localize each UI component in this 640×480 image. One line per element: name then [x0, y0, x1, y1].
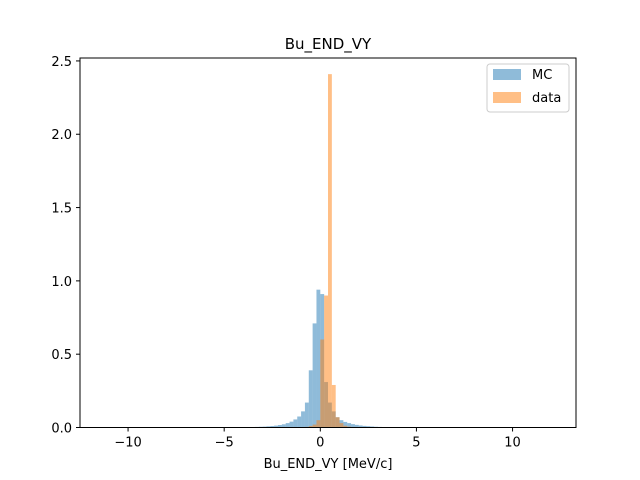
y-tick-label: 0.5 — [51, 348, 72, 363]
legend-swatch-mc — [493, 69, 521, 80]
histogram-bar-data — [331, 384, 336, 428]
y-axis-ticks: 0.0 0.5 1.0 1.5 2.0 2.5 — [51, 55, 80, 437]
y-tick-label: 2.0 — [51, 128, 72, 143]
histogram-bar-data — [335, 417, 340, 428]
histogram-bar-data — [320, 339, 325, 428]
legend-swatch-data — [493, 92, 521, 103]
histogram-bar-mc — [274, 425, 279, 428]
histogram-bar-data — [339, 423, 344, 428]
histogram-bar-mc — [304, 402, 309, 428]
histogram-bar-mc — [358, 425, 363, 428]
histogram-bar-mc — [293, 419, 298, 428]
histogram-bar-mc — [308, 370, 313, 428]
x-tick-label: −10 — [114, 436, 141, 451]
x-tick-label: 0 — [316, 436, 324, 451]
histogram-bar-mc — [266, 426, 271, 428]
histogram-bar-mc — [312, 323, 317, 428]
histogram-bar-mc — [362, 425, 367, 428]
histogram-bar-mc — [297, 416, 302, 428]
histogram-bar-mc — [343, 421, 348, 428]
legend: MC data — [486, 63, 570, 113]
y-tick-label: 0.0 — [51, 422, 72, 437]
x-tick-label: 5 — [412, 436, 420, 451]
legend-label-mc: MC — [532, 68, 552, 83]
histogram-bar-mc — [316, 289, 321, 428]
histogram-bar-mc — [370, 426, 375, 428]
histogram-bar-mc — [347, 423, 352, 428]
histogram-bar-mc — [289, 421, 294, 428]
x-tick-label: 10 — [504, 436, 521, 451]
x-tick-label: −5 — [215, 436, 234, 451]
x-axis-label: Bu_END_VY [MeV/c] — [264, 457, 393, 472]
y-tick-label: 1.5 — [51, 202, 72, 217]
histogram-bar-data — [324, 295, 328, 428]
histogram-bar-mc — [301, 411, 305, 428]
histogram-bar-mc — [270, 426, 275, 428]
histogram-bar-data — [316, 420, 321, 428]
histogram-bar-data — [312, 424, 317, 428]
x-axis-ticks: −10 −5 0 5 10 — [114, 427, 521, 451]
histogram-bar-mc — [278, 425, 282, 428]
histogram-bar-mc — [285, 423, 290, 428]
histogram-bar-mc — [281, 424, 286, 428]
y-tick-label: 1.0 — [51, 275, 72, 290]
y-tick-label: 2.5 — [51, 55, 72, 70]
histogram-bar-mc — [366, 426, 371, 428]
histogram-bar-data — [328, 74, 332, 428]
legend-label-data: data — [532, 91, 561, 106]
histogram-bar-data — [343, 425, 348, 428]
histogram-bar-mc — [354, 424, 359, 428]
histogram-bar-mc — [351, 424, 355, 428]
bars-layer — [251, 74, 386, 428]
histogram-bar-data — [308, 426, 313, 428]
chart-title: Bu_END_VY — [285, 35, 372, 54]
plot-frame — [79, 57, 577, 428]
